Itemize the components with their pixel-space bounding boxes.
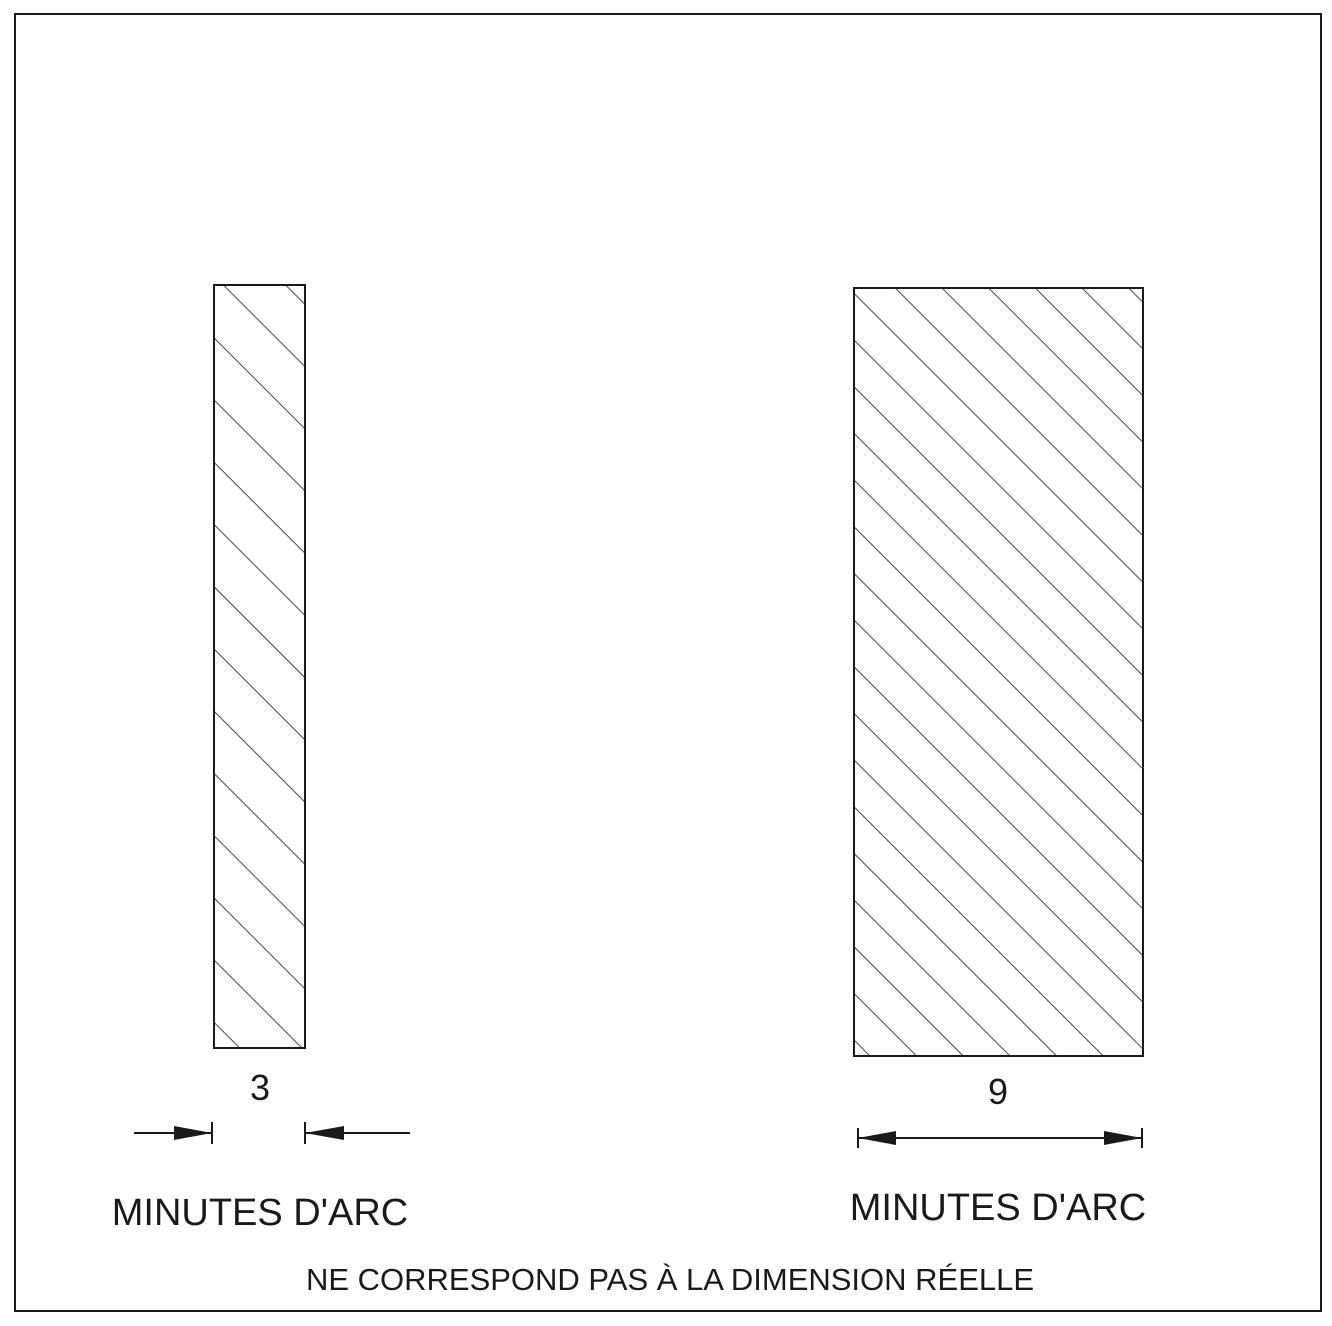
right-bar-outline [853,287,1144,1057]
outer-frame [14,13,1322,1312]
left-bar-hatch [214,285,305,1048]
left-bar-outline [213,284,306,1049]
right-bar-hatch [854,288,1143,1056]
right-unit-label: MINUTES D'ARC [850,1187,1147,1229]
left-dimension [134,1122,410,1144]
left-unit-label: MINUTES D'ARC [112,1192,409,1234]
left-width-value: 3 [250,1067,270,1108]
right-dimension-arrow-right [1104,1131,1142,1145]
right-bar [853,287,1144,1057]
scale-note: NE CORRESPOND PAS À LA DIMENSION RÉELLE [306,1262,1034,1297]
right-dimension [857,1128,1143,1148]
right-dimension-arrow-left [858,1131,896,1145]
right-width-value: 9 [988,1071,1008,1112]
left-dimension-arrow-in-left [174,1126,212,1140]
left-dimension-arrow-in-right [305,1126,344,1140]
left-bar [213,284,306,1049]
